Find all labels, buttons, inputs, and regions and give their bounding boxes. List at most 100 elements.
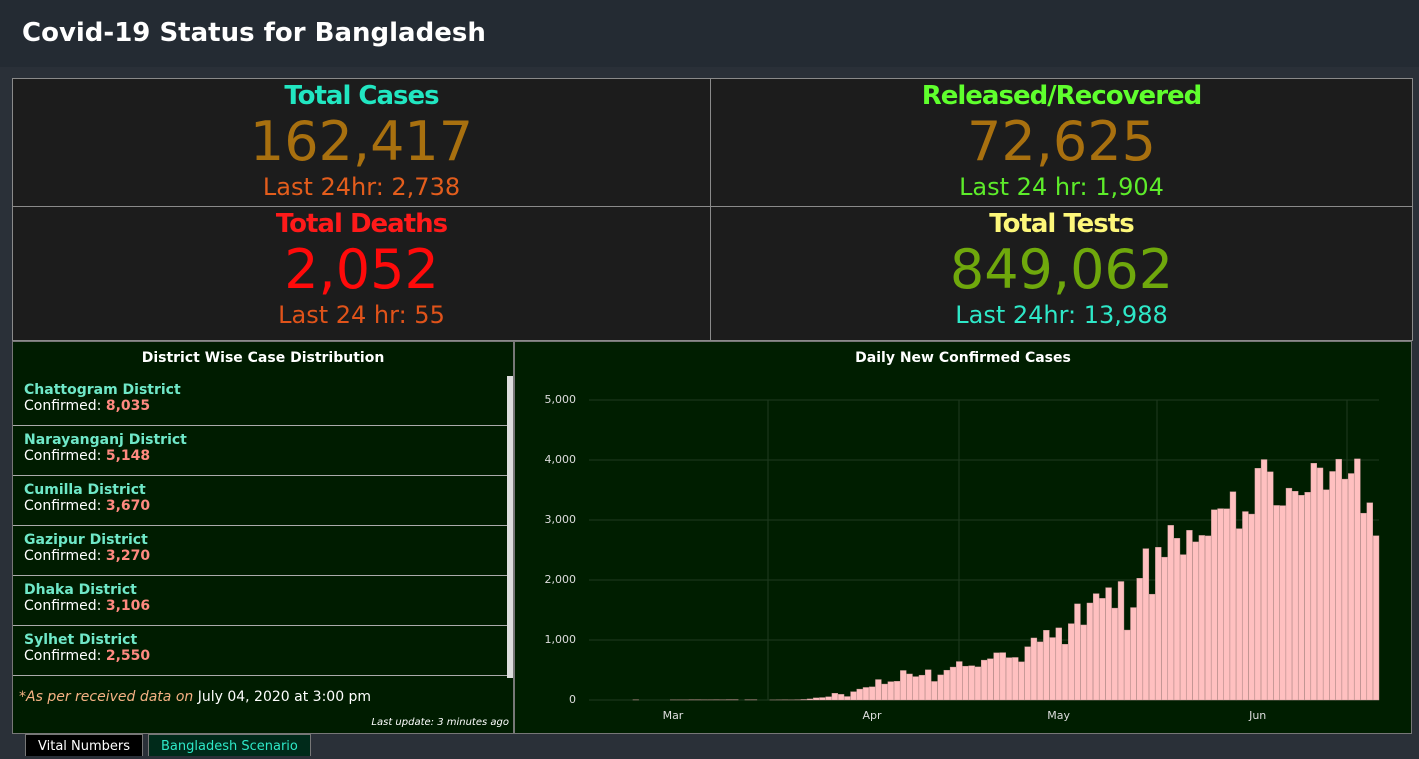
bar <box>1124 630 1130 700</box>
bar <box>1330 471 1336 700</box>
stat-panel: Total Cases 162,417 Last 24hr: 2,738 <box>12 78 711 207</box>
stat-title: Total Deaths <box>13 209 710 239</box>
y-tick-label: 1,000 <box>545 633 577 646</box>
stat-last24: Last 24 hr: 1,904 <box>711 173 1412 201</box>
bar <box>851 692 857 700</box>
district-name: Gazipur District <box>24 532 508 548</box>
confirmed-value: 8,035 <box>106 398 150 414</box>
bar <box>1367 503 1373 700</box>
stat-title: Total Cases <box>13 81 710 111</box>
tab[interactable]: Bangladesh Scenario <box>148 734 311 756</box>
y-tick-label: 2,000 <box>545 573 577 586</box>
stat-panel: Total Tests 849,062 Last 24hr: 13,988 <box>710 206 1413 341</box>
bar <box>838 694 844 700</box>
confirmed-value: 3,670 <box>106 498 150 514</box>
bar <box>894 681 900 700</box>
bar <box>1162 557 1168 700</box>
bar <box>1205 536 1211 700</box>
bar <box>1043 630 1049 700</box>
bar <box>981 660 987 700</box>
bar <box>1186 530 1192 700</box>
y-tick-label: 3,000 <box>545 513 577 526</box>
y-tick-label: 4,000 <box>545 453 577 466</box>
bar <box>857 689 863 700</box>
bar <box>1323 490 1329 700</box>
stat-value: 849,062 <box>711 239 1412 301</box>
confirmed-value: 3,106 <box>106 598 150 614</box>
bar <box>819 698 825 700</box>
bar <box>1006 658 1012 700</box>
panel-title: District Wise Case Distribution <box>13 350 513 366</box>
confirmed-label: Confirmed: <box>24 598 101 614</box>
page-title: Covid-19 Status for Bangladesh <box>0 0 1419 67</box>
bar <box>938 675 944 700</box>
bar <box>1075 604 1081 700</box>
bar <box>844 697 850 700</box>
bar <box>1298 495 1304 700</box>
bar <box>1342 479 1348 700</box>
bar <box>863 687 869 700</box>
district-name: Narayanganj District <box>24 432 508 448</box>
tab[interactable]: Vital Numbers <box>25 734 143 756</box>
district-name: Cumilla District <box>24 482 508 498</box>
x-tick-label: Mar <box>663 709 684 722</box>
confirmed-label: Confirmed: <box>24 498 101 514</box>
bar <box>1025 647 1031 700</box>
bar <box>931 681 937 700</box>
y-tick-label: 5,000 <box>545 393 577 406</box>
bar <box>969 666 975 700</box>
bar <box>925 670 931 700</box>
bar <box>1062 644 1068 700</box>
bar <box>1000 653 1006 700</box>
bar <box>1019 662 1025 700</box>
bar <box>1274 505 1280 700</box>
bar <box>1280 506 1286 700</box>
bar <box>1050 638 1056 700</box>
x-tick-label: Jun <box>1248 709 1266 722</box>
bar <box>1068 624 1074 700</box>
district-name: Dhaka District <box>24 582 508 598</box>
bar <box>956 662 962 700</box>
bar <box>1292 491 1298 700</box>
scrollbar[interactable] <box>507 376 513 678</box>
bar <box>1174 538 1180 700</box>
bar <box>869 687 875 700</box>
bar <box>987 659 993 700</box>
note: *As per received data on <box>19 689 193 705</box>
date: July 04, 2020 at 3:00 pm <box>198 689 371 705</box>
stat-value: 2,052 <box>13 239 710 301</box>
district-name: Chattogram District <box>24 382 508 398</box>
bar <box>1336 459 1342 700</box>
bar <box>875 680 881 700</box>
bar <box>994 653 1000 700</box>
stat-last24: Last 24 hr: 55 <box>13 301 710 329</box>
bar <box>1012 657 1018 700</box>
footnote: *As per received data on July 04, 2020 a… <box>19 689 371 705</box>
x-tick-label: May <box>1047 709 1070 722</box>
bar <box>1261 460 1267 700</box>
bar <box>1311 463 1317 700</box>
bar <box>882 684 888 700</box>
confirmed-value: 3,270 <box>106 548 150 564</box>
bar <box>963 666 969 700</box>
bar <box>1037 642 1043 700</box>
bar <box>1137 578 1143 700</box>
bar <box>1255 468 1261 700</box>
bar <box>807 699 813 700</box>
bar <box>1106 588 1112 700</box>
district-name: Sylhet District <box>24 632 508 648</box>
bar <box>1155 547 1161 700</box>
bar <box>913 677 919 700</box>
bar <box>1230 492 1236 700</box>
bar <box>1143 549 1149 700</box>
bar <box>919 675 925 700</box>
bar <box>832 693 838 700</box>
